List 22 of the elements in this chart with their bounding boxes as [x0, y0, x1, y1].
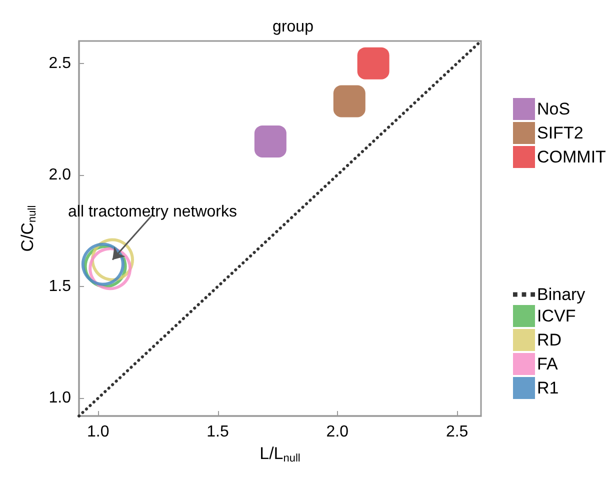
legend-label: RD [537, 330, 562, 350]
point [333, 85, 366, 118]
legend-label: COMMIT [537, 148, 606, 166]
x-tick-label: 1.0 [87, 424, 110, 440]
y-axis-title: C/Cnull [18, 205, 38, 252]
legend-label: SIFT2 [537, 124, 584, 142]
y-tick-label: 1.5 [48, 278, 72, 296]
y-tick-label: 1.0 [48, 390, 72, 407]
point [357, 47, 390, 80]
point [254, 125, 286, 158]
legend-label: R1 [537, 378, 559, 398]
legend-label: Binary [537, 285, 586, 304]
annotation: all tractometry networks [68, 203, 237, 220]
legend-label: ICVF [537, 306, 576, 326]
x-tick-label: 2.0 [326, 424, 349, 440]
x-tick-label: 2.5 [446, 424, 468, 440]
chart-title: group [272, 18, 314, 36]
legend-label: FA [537, 354, 558, 374]
x-tick-label: 1.5 [206, 424, 230, 440]
y-tick-label: 2.0 [48, 166, 72, 184]
y-tick-label: 2.5 [48, 54, 72, 72]
legend-label: NoS [537, 100, 570, 118]
